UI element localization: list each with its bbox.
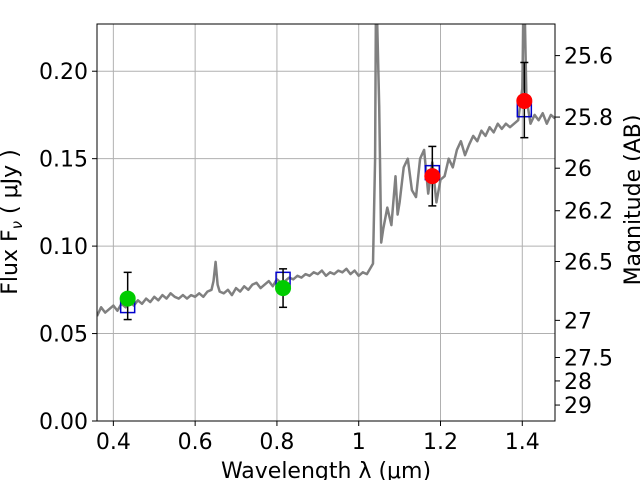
photometry-layer (119, 61, 533, 321)
plot-frame (96, 23, 556, 422)
observed-flux-point (516, 92, 533, 109)
x-tick-label: 1.2 (423, 430, 458, 455)
observed-flux-point (119, 290, 136, 307)
observed-flux-point (424, 168, 441, 185)
grid (97, 24, 555, 422)
y2-axis-label: Magnitude (AB) (621, 115, 640, 286)
model-spectrum-layer (97, 24, 555, 317)
x-tick-label: 0.6 (178, 430, 213, 455)
y2-tick-label: 26 (564, 157, 592, 182)
y-axis-label-main: Flux F (0, 229, 23, 294)
x-tick-label: 1 (352, 430, 366, 455)
y2-tick-label: 29 (564, 394, 592, 419)
y-axis-label-subscript: ν (8, 221, 26, 229)
y-axis-label: Flux Fν ( μJy ) (0, 149, 26, 294)
y2-tick-label: 26.5 (564, 250, 613, 275)
y2-tick-label: 28 (564, 370, 592, 395)
y-tick-label: 0.20 (39, 60, 88, 85)
x-tick-label: 0.8 (259, 430, 294, 455)
observed-flux-point (275, 280, 292, 297)
y2-tick-label: 26.2 (564, 200, 613, 225)
y-tick-label: 0.05 (39, 323, 88, 348)
y2-tick-label: 25.8 (564, 106, 613, 131)
y2-tick-label: 27 (564, 309, 592, 334)
x-axis: 0.4 0.6 0.8 1 1.2 1.4 (96, 421, 540, 455)
y-tick-label: 0.15 (39, 148, 88, 173)
y-axis: 0.00 0.05 0.10 0.15 0.20 (39, 60, 97, 435)
model-spectrum-line (97, 24, 555, 317)
x-axis-label: Wavelength λ (μm) (221, 459, 431, 480)
x-tick-label: 0.4 (96, 430, 131, 455)
y2-tick-label: 27.5 (564, 347, 613, 372)
y-axis-label-unit: ( μJy ) (0, 149, 23, 221)
y-tick-label: 0.10 (39, 235, 88, 260)
y2-tick-label: 25.6 (564, 45, 613, 70)
y-tick-label: 0.00 (39, 410, 88, 435)
x-tick-label: 1.4 (505, 430, 540, 455)
